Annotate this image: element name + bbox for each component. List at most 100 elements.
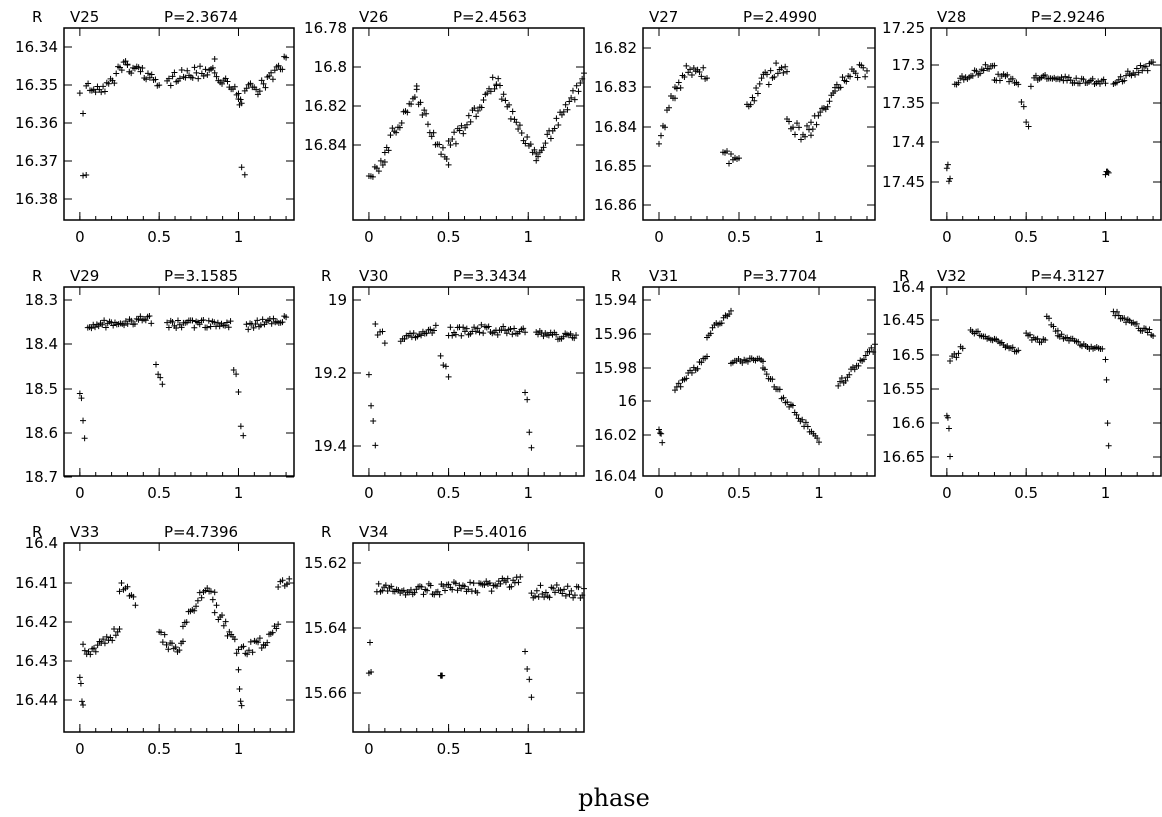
y-tick-label: 18.5 <box>25 380 58 398</box>
y-tick-label: 16.37 <box>15 152 58 170</box>
y-tick-label: 16.82 <box>594 39 637 57</box>
star-label: V33 <box>70 523 99 541</box>
data-point <box>77 674 83 680</box>
star-label: V28 <box>937 8 966 26</box>
y-tick-label: 16.4 <box>892 278 925 296</box>
data-point <box>826 98 832 104</box>
data-point <box>808 119 814 125</box>
data-point <box>192 64 198 70</box>
plot-frame <box>353 287 584 476</box>
y-tick-label: 16.86 <box>594 196 637 214</box>
x-tick-label: 0.5 <box>727 484 751 502</box>
data-point <box>80 641 86 647</box>
data-point <box>810 126 816 132</box>
data-point <box>203 66 209 72</box>
x-tick-label: 0 <box>654 484 664 502</box>
x-tick-label: 1 <box>814 484 824 502</box>
data-point <box>678 85 684 91</box>
x-tick-label: 0 <box>364 484 374 502</box>
data-point <box>438 151 444 157</box>
data-point <box>528 445 534 451</box>
data-point <box>480 330 486 336</box>
x-tick-label: 0.5 <box>147 228 171 246</box>
x-tick-label: 1 <box>1101 484 1111 502</box>
data-point <box>240 433 246 439</box>
data-point <box>206 318 212 324</box>
data-point <box>111 626 117 632</box>
y-tick-label: 16.02 <box>594 426 637 444</box>
data-point <box>239 164 245 170</box>
data-point <box>864 68 870 74</box>
x-tick-label: 0 <box>364 228 374 246</box>
plot-frame <box>64 28 294 220</box>
data-point <box>447 324 453 330</box>
data-point <box>1105 420 1111 426</box>
light-curve-panel-v26: V26 P=2.45630 0.5 116.7816.816.8216.84 <box>304 8 587 246</box>
y-tick-label: 16.42 <box>15 613 58 631</box>
data-point <box>755 91 761 97</box>
y-axis-label: R <box>32 8 42 26</box>
y-tick-label: 16.8 <box>314 58 347 76</box>
data-point <box>468 119 474 125</box>
data-point <box>242 172 248 178</box>
data-point <box>83 172 89 178</box>
data-point <box>808 132 814 138</box>
y-tick-label: 16.44 <box>15 691 58 709</box>
data-point <box>515 579 521 585</box>
data-point <box>438 353 444 359</box>
data-point <box>212 610 218 616</box>
data-point <box>79 698 85 704</box>
data-point <box>260 316 266 322</box>
data-point <box>574 83 580 89</box>
data-point <box>168 83 174 89</box>
y-tick-label: 15.64 <box>304 619 347 637</box>
x-tick-label: 1 <box>1101 228 1111 246</box>
light-curve-panel-v32: R V32 P=4.31270 0.5 116.416.4516.516.5516.61… <box>882 267 1161 502</box>
data-point <box>366 372 372 378</box>
x-tick-label: 0 <box>364 740 374 758</box>
y-tick-label: 15.94 <box>594 291 637 309</box>
data-point <box>235 389 241 395</box>
period-label: P=3.1585 <box>164 267 238 285</box>
y-tick-label: 16.84 <box>304 136 347 154</box>
x-tick-label: 0 <box>75 228 85 246</box>
y-tick-label: 16.35 <box>15 76 58 94</box>
data-point <box>78 395 84 401</box>
light-curve-panel-v31: R V31 P=3.77040 0.5 115.9415.9615.981616.021… <box>594 267 878 502</box>
y-tick-label: 16.65 <box>882 448 925 466</box>
data-point <box>245 326 251 332</box>
data-point <box>460 131 466 137</box>
plot-frame <box>931 28 1161 220</box>
data-point <box>248 639 254 645</box>
x-tick-label: 0 <box>942 228 952 246</box>
period-label: P=3.7704 <box>743 267 817 285</box>
data-point <box>728 151 734 157</box>
y-tick-label: 16.45 <box>882 311 925 329</box>
data-point <box>446 374 452 380</box>
y-tick-label: 15.66 <box>304 684 347 702</box>
data-point <box>467 579 473 585</box>
plot-frame <box>64 287 294 476</box>
data-point <box>502 97 508 103</box>
x-tick-label: 0.5 <box>437 740 461 758</box>
y-tick-label: 16.55 <box>882 380 925 398</box>
x-tick-label: 0.5 <box>1014 484 1038 502</box>
y-tick-label: 16.6 <box>892 414 925 432</box>
data-point <box>80 702 86 708</box>
data-point <box>495 76 501 82</box>
data-point <box>1106 443 1112 449</box>
data-point <box>197 63 203 69</box>
y-tick-label: 18.6 <box>25 424 58 442</box>
period-label: P=4.3127 <box>1031 267 1105 285</box>
data-point <box>946 425 952 431</box>
y-tick-label: 16.85 <box>594 157 637 175</box>
star-label: V27 <box>649 8 678 26</box>
data-point <box>228 318 234 324</box>
light-curve-panel-v25: R V25 P=2.36740 0.5 116.3416.3516.3616.3716.… <box>15 8 294 246</box>
data-point <box>522 390 528 396</box>
data-point <box>382 340 388 346</box>
data-point <box>80 173 86 179</box>
data-point <box>160 639 166 645</box>
light-curve-panel-v33: R V33 P=4.73960 0.5 116.416.4116.4216.4316.4… <box>15 523 294 758</box>
data-point <box>519 130 525 136</box>
